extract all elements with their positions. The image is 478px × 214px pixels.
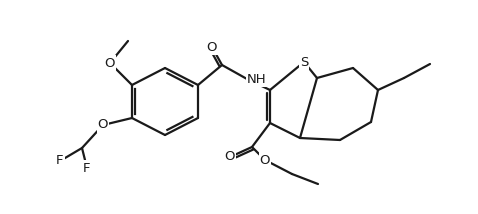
- Text: F: F: [83, 162, 91, 174]
- Text: F: F: [56, 155, 64, 168]
- Text: O: O: [98, 119, 108, 131]
- Text: O: O: [260, 153, 270, 166]
- Text: O: O: [207, 40, 217, 54]
- Text: S: S: [300, 55, 308, 68]
- Text: NH: NH: [247, 73, 267, 86]
- Text: O: O: [225, 150, 235, 163]
- Text: O: O: [105, 56, 115, 70]
